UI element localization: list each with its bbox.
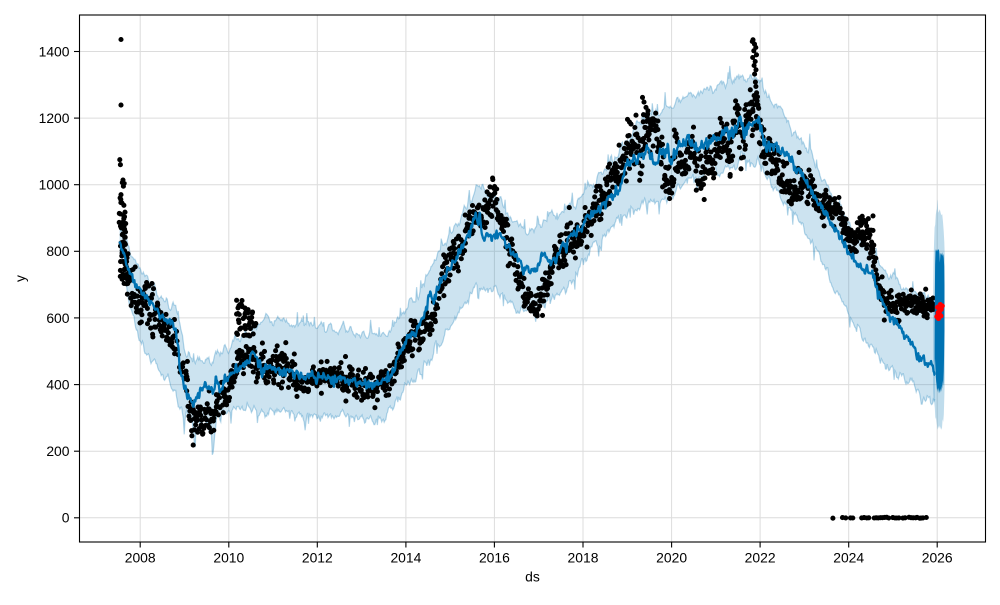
- svg-text:2020: 2020: [656, 550, 687, 566]
- svg-text:2024: 2024: [833, 550, 864, 566]
- svg-text:2014: 2014: [390, 550, 421, 566]
- svg-text:200: 200: [46, 443, 69, 459]
- svg-text:400: 400: [46, 377, 69, 393]
- svg-text:800: 800: [46, 243, 69, 259]
- svg-text:2016: 2016: [479, 550, 510, 566]
- svg-text:ds: ds: [525, 569, 540, 585]
- svg-text:2010: 2010: [213, 550, 244, 566]
- svg-text:1200: 1200: [39, 110, 70, 126]
- svg-text:2012: 2012: [302, 550, 333, 566]
- svg-text:2022: 2022: [745, 550, 776, 566]
- svg-text:y: y: [12, 275, 28, 282]
- svg-text:600: 600: [46, 310, 69, 326]
- svg-text:0: 0: [62, 510, 70, 526]
- svg-text:2026: 2026: [922, 550, 953, 566]
- svg-text:1000: 1000: [39, 177, 70, 193]
- svg-text:2018: 2018: [568, 550, 599, 566]
- svg-text:1400: 1400: [39, 43, 70, 59]
- svg-text:2008: 2008: [125, 550, 156, 566]
